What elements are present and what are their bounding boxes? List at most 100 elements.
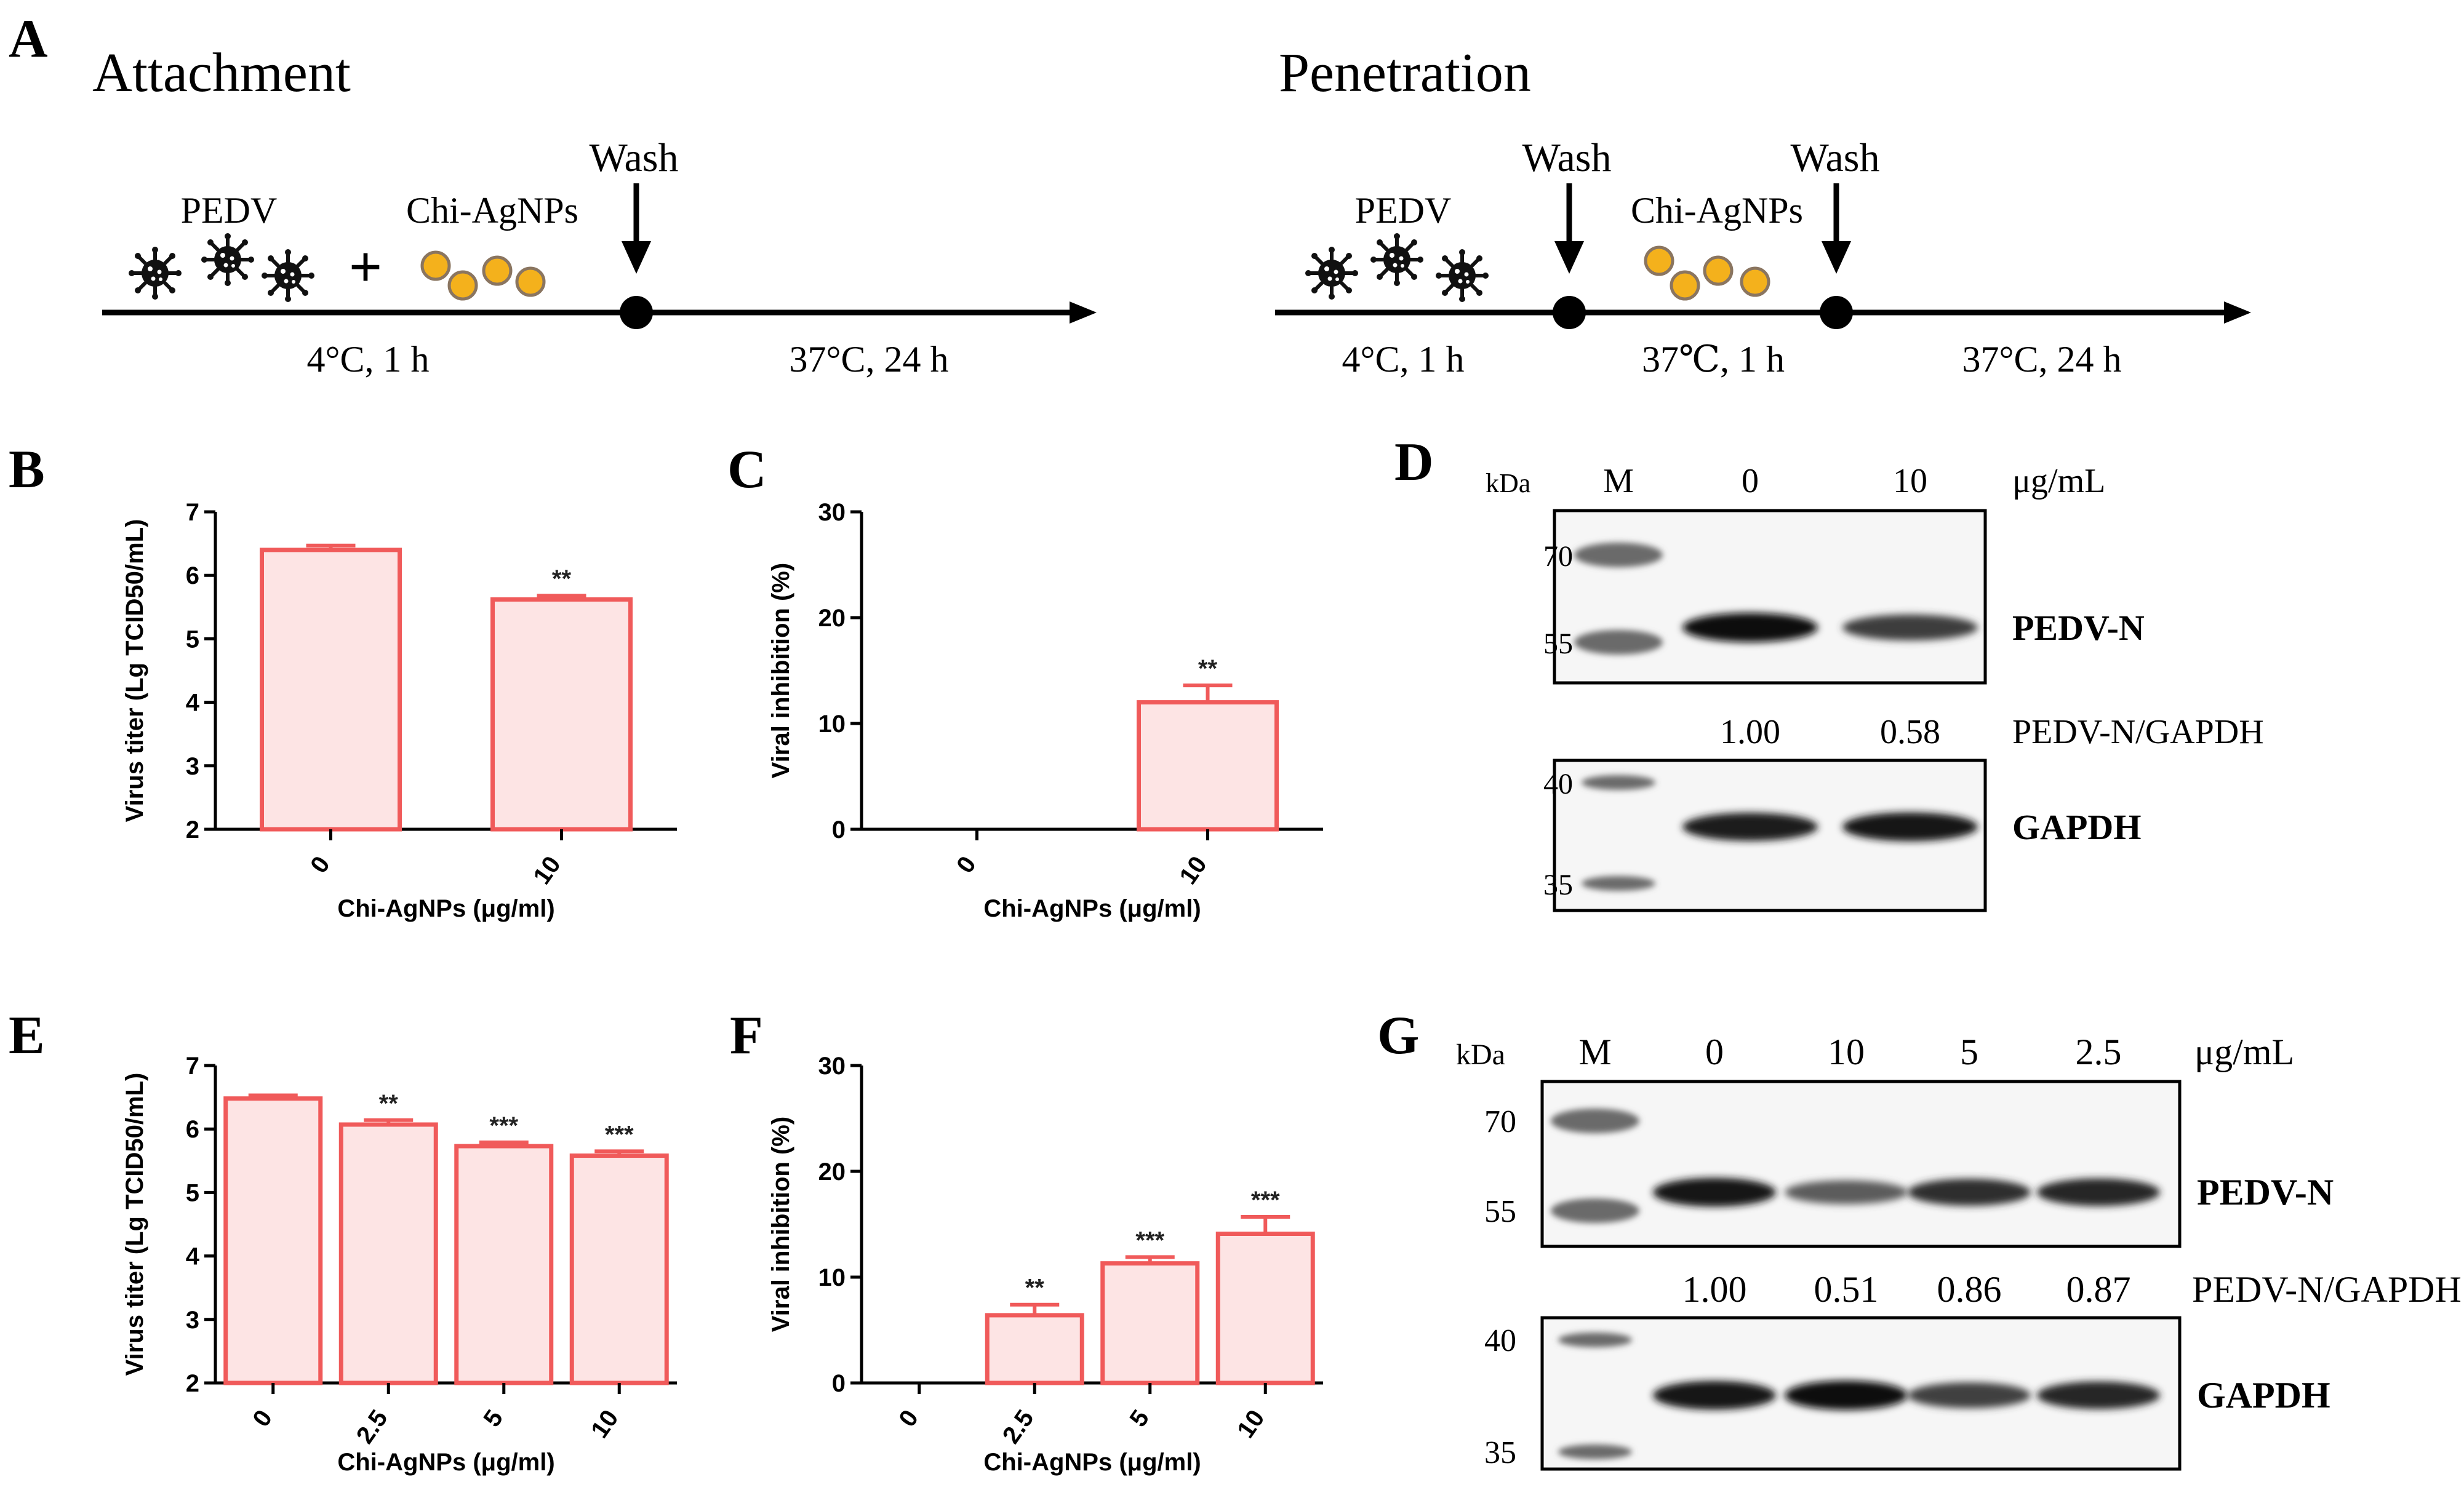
nanoparticle-icon: [1670, 270, 1700, 301]
lane-label: 10: [1828, 1032, 1865, 1072]
ratio-value: 0.87: [2066, 1269, 2131, 1310]
y-tick-label: 10: [818, 711, 846, 738]
y-tick-label: 20: [818, 1158, 846, 1185]
y-tick-label: 7: [186, 1053, 199, 1080]
y-axis-label: Viral inhibition (%): [767, 563, 794, 778]
marker-band: [1574, 543, 1663, 567]
y-tick-label: 2: [186, 816, 199, 843]
virus-icon: [201, 233, 254, 286]
marker-lane-label: M: [1578, 1032, 1611, 1072]
bar: [985, 1313, 1084, 1385]
protein-band: [2037, 1178, 2160, 1206]
virus-icon: [262, 249, 314, 302]
y-tick-label: 7: [186, 499, 199, 526]
marker-lane-label: M: [1603, 462, 1634, 500]
nanoparticle-icon: [420, 250, 451, 281]
bar: [223, 1096, 323, 1385]
penetration-nanoparticle-icons: [1644, 245, 1770, 301]
ratio-value: 0.58: [1880, 713, 1940, 751]
marker-band: [1558, 1444, 1632, 1459]
marker-band: [1582, 775, 1655, 790]
chart-e: 2 3 4 5 6 7 0 ** 2.5 *** 5 *** 10 Chi-AgNPs (μg/ml) Vi…: [121, 1053, 677, 1476]
x-tick-label: 2.5: [351, 1405, 393, 1449]
x-axis-label: Chi-AgNPs (μg/ml): [983, 895, 1201, 922]
ratio-value: 0.51: [1814, 1269, 1879, 1310]
x-tick-label: 2.5: [998, 1405, 1039, 1449]
y-tick-label: 3: [186, 1307, 199, 1334]
attachment-step1: 4°C, 1 h: [306, 339, 429, 380]
significance-label: ***: [1135, 1227, 1164, 1254]
bar: [260, 548, 402, 832]
western-blot-d: kDa M 0 10 μg/mL 70 55 PEDV-N 1.00 0.58 PEDV-N/GAP…: [1486, 462, 2264, 912]
nanoparticle-icon: [482, 255, 513, 286]
significance-label: **: [1198, 655, 1218, 682]
nanoparticle-icon: [1740, 266, 1770, 297]
nanoparticle-icon: [1703, 255, 1734, 286]
significance-label: **: [379, 1090, 399, 1117]
chart-b: 2 3 4 5 6 7 0 ** 10 Chi-AgNPs (μg/ml) Virus titer …: [121, 499, 677, 922]
band-label-top: PEDV-N: [2197, 1172, 2334, 1213]
lane-label: 10: [1893, 462, 1927, 500]
attachment-wash-arrow-icon: [622, 183, 651, 274]
x-axis-label: Chi-AgNPs (μg/ml): [337, 895, 554, 922]
bar: [490, 597, 633, 832]
x-tick-label: 0: [247, 1405, 278, 1432]
attachment-timeline-arrow: [102, 301, 1097, 324]
lane-label: 0: [1742, 462, 1759, 500]
x-tick-label: 10: [1174, 851, 1212, 890]
x-tick-label: 0: [951, 851, 982, 878]
y-axis-label: Virus titer (Lg TCID50/mL): [121, 519, 148, 823]
virus-icon: [129, 247, 182, 300]
band-label-top: PEDV-N: [2012, 608, 2145, 648]
marker-size-label: 40: [1484, 1323, 1516, 1358]
marker-size-label: 70: [1543, 540, 1573, 573]
blot-membrane-top: [1553, 509, 1987, 685]
significance-label: **: [1025, 1275, 1045, 1302]
panel-letter-f: F: [730, 1006, 763, 1066]
kda-label: kDa: [1486, 468, 1530, 498]
attachment-step2: 37°C, 24 h: [789, 339, 948, 380]
penetration-wash1-label: Wash: [1522, 135, 1612, 180]
panel-letter-g: G: [1377, 1006, 1419, 1066]
unit-label: μg/mL: [2194, 1032, 2294, 1072]
protein-band: [1785, 1380, 1908, 1410]
x-tick-label: 10: [586, 1405, 624, 1443]
y-tick-label: 20: [818, 605, 846, 632]
penetration-step3: 37°C, 24 h: [1962, 339, 2121, 380]
ratio-value: 0.86: [1937, 1269, 2002, 1310]
bar: [569, 1153, 669, 1385]
schematic-attachment: Attachment Wash PEDV + Chi-AgNPs 4°C, 1 …: [92, 42, 1097, 380]
x-tick-label: 5: [478, 1405, 508, 1432]
penetration-wash1-arrow-icon: [1554, 183, 1584, 274]
y-tick-label: 5: [186, 626, 199, 653]
attachment-plus: +: [349, 234, 383, 300]
attachment-virus-icons: [129, 233, 314, 302]
marker-size-label: 55: [1484, 1194, 1516, 1229]
y-tick-label: 30: [818, 1053, 846, 1080]
panel-letter-b: B: [9, 440, 45, 500]
penetration-np-label: Chi-AgNPs: [1631, 190, 1803, 231]
marker-size-label: 55: [1543, 627, 1573, 660]
bar: [1137, 700, 1279, 832]
penetration-wash1-point: [1553, 296, 1586, 329]
virus-icon: [1370, 233, 1423, 286]
nanoparticle-icon: [1644, 245, 1674, 276]
panel-letter-d: D: [1394, 432, 1434, 492]
penetration-step2: 37℃, 1 h: [1642, 339, 1785, 380]
marker-size-label: 35: [1543, 869, 1573, 901]
penetration-title: Penetration: [1279, 42, 1531, 103]
y-tick-label: 5: [186, 1179, 199, 1206]
x-axis-label: Chi-AgNPs (μg/ml): [337, 1449, 554, 1476]
x-tick-label: 0: [305, 851, 335, 878]
bar: [1100, 1261, 1200, 1385]
protein-band: [1682, 613, 1818, 642]
ratio-value: 1.00: [1682, 1269, 1747, 1310]
lane-label: 0: [1705, 1032, 1724, 1072]
marker-band: [1551, 1109, 1639, 1133]
attachment-nanoparticle-icons: [420, 250, 546, 301]
x-tick-label: 10: [1232, 1405, 1270, 1443]
x-tick-label: 5: [1124, 1405, 1154, 1432]
bar: [1215, 1231, 1315, 1385]
protein-band: [1682, 813, 1818, 841]
band-label-bottom: GAPDH: [2012, 807, 2141, 847]
